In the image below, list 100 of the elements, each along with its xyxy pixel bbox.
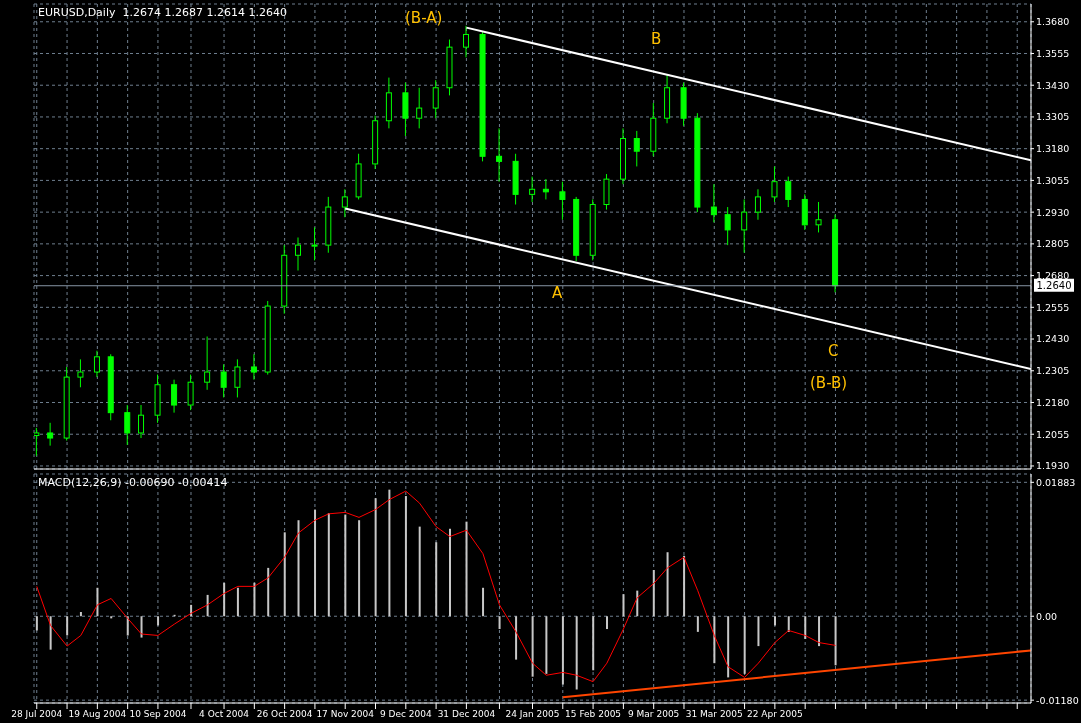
bar bbox=[267, 567, 270, 617]
bar bbox=[834, 616, 837, 666]
y-tick-label: 1.3680 bbox=[1036, 16, 1070, 28]
bar bbox=[314, 509, 317, 617]
candlestick bbox=[250, 353, 257, 381]
x-tick-label: 9 Mar 2005 bbox=[628, 709, 680, 720]
bar bbox=[545, 616, 548, 674]
candlestick bbox=[432, 79, 439, 119]
candlestick bbox=[542, 178, 549, 200]
y-tick-label: 1.2930 bbox=[1036, 206, 1070, 218]
y-tick-label: -0.01180 bbox=[1036, 694, 1079, 706]
y-tick-label: 1.2305 bbox=[1036, 365, 1070, 377]
x-tick-label: 31 Dec 2004 bbox=[437, 709, 496, 720]
candlestick bbox=[710, 183, 717, 223]
candlestick bbox=[47, 422, 54, 447]
bar bbox=[757, 616, 760, 647]
candlestick bbox=[785, 176, 792, 208]
bar bbox=[773, 616, 776, 626]
x-tick-label: 26 Oct 2004 bbox=[256, 709, 313, 720]
bar bbox=[404, 496, 407, 617]
x-tick-label: 22 Apr 2005 bbox=[747, 709, 803, 720]
y-tick-label: 1.2055 bbox=[1036, 428, 1070, 440]
candlestick bbox=[93, 350, 100, 378]
chart-title: EURUSD,Daily 1.2674 1.2687 1.2614 1.2640 bbox=[38, 6, 287, 19]
bar bbox=[110, 616, 113, 619]
y-tick-label: 1.3055 bbox=[1036, 174, 1070, 186]
y-tick-label: 1.2430 bbox=[1036, 333, 1070, 345]
bar bbox=[465, 521, 468, 617]
candlestick bbox=[771, 165, 778, 203]
bar bbox=[253, 582, 256, 617]
bar bbox=[344, 514, 347, 617]
bar bbox=[35, 616, 38, 631]
candlestick bbox=[220, 363, 227, 398]
y-tick-label: 1.3555 bbox=[1036, 47, 1070, 59]
y-tick-label: 1.1930 bbox=[1036, 460, 1070, 472]
bar bbox=[448, 528, 451, 617]
x-tick-label: 24 Jan 2005 bbox=[505, 709, 560, 720]
y-tick-label: 1.2805 bbox=[1036, 238, 1070, 250]
line-series bbox=[36, 490, 836, 683]
y-tick-label: 1.2555 bbox=[1036, 301, 1070, 313]
candlestick bbox=[171, 379, 178, 414]
y-tick-label: 1.3430 bbox=[1036, 79, 1070, 91]
bar bbox=[605, 616, 608, 630]
bar bbox=[435, 542, 438, 617]
bar bbox=[531, 616, 534, 677]
bar bbox=[575, 616, 578, 690]
bar bbox=[388, 489, 391, 617]
x-tick-label: 4 Oct 2004 bbox=[199, 709, 250, 720]
x-tick-label: 15 Feb 2005 bbox=[565, 709, 622, 720]
ref-line-label: 1.2640 bbox=[1036, 279, 1072, 291]
candlestick bbox=[124, 404, 131, 446]
bar bbox=[297, 520, 300, 617]
bar bbox=[743, 616, 746, 674]
annotation: B bbox=[651, 30, 662, 48]
bar bbox=[223, 582, 226, 617]
y-tick-label: 0.01883 bbox=[1036, 476, 1076, 488]
bar bbox=[652, 570, 655, 617]
bar bbox=[727, 616, 730, 678]
bar bbox=[592, 616, 595, 671]
candlestick bbox=[633, 130, 640, 167]
candlestick bbox=[295, 237, 302, 272]
bar bbox=[49, 616, 52, 650]
candlestick bbox=[187, 374, 194, 411]
annotation: (B-B) bbox=[810, 374, 848, 392]
bar bbox=[140, 616, 143, 638]
y-tick-label: 0.00 bbox=[1036, 610, 1058, 622]
x-tick-label: 9 Dec 2004 bbox=[379, 709, 432, 720]
candlestick bbox=[754, 188, 761, 221]
candlestick bbox=[416, 87, 423, 129]
candlestick bbox=[311, 226, 318, 261]
x-tick-label: 19 Aug 2004 bbox=[68, 709, 127, 720]
x-tick-label: 28 Jul 2004 bbox=[11, 709, 63, 720]
bar bbox=[157, 616, 160, 626]
candlestick bbox=[559, 181, 566, 221]
y-tick-label: 1.3180 bbox=[1036, 143, 1070, 155]
x-tick-label: 10 Sep 2004 bbox=[129, 709, 187, 720]
candlestick bbox=[496, 127, 503, 183]
bar bbox=[515, 616, 518, 660]
bar bbox=[622, 594, 625, 617]
y-tick-label: 1.2680 bbox=[1036, 269, 1070, 281]
annotation: C bbox=[828, 342, 839, 360]
candlestick bbox=[138, 404, 145, 439]
bar bbox=[327, 513, 330, 617]
bar bbox=[787, 616, 790, 632]
annotation: A bbox=[552, 284, 563, 302]
bar bbox=[418, 526, 421, 617]
bar bbox=[804, 616, 807, 639]
y-tick-label: 1.2180 bbox=[1036, 396, 1070, 408]
y-tick-label: 1.3305 bbox=[1036, 111, 1070, 123]
bar bbox=[498, 616, 501, 630]
candlestick bbox=[529, 176, 536, 203]
candlestick bbox=[204, 336, 211, 391]
bar bbox=[283, 532, 286, 617]
x-tick-label: 31 Mar 2005 bbox=[685, 709, 743, 720]
bar bbox=[683, 555, 686, 617]
chart-title: MACD(12,26,9) -0.00690 -0.00414 bbox=[38, 476, 228, 489]
bar bbox=[358, 520, 361, 617]
candlestick bbox=[34, 427, 40, 457]
candlestick bbox=[234, 358, 241, 398]
bar bbox=[713, 616, 716, 664]
